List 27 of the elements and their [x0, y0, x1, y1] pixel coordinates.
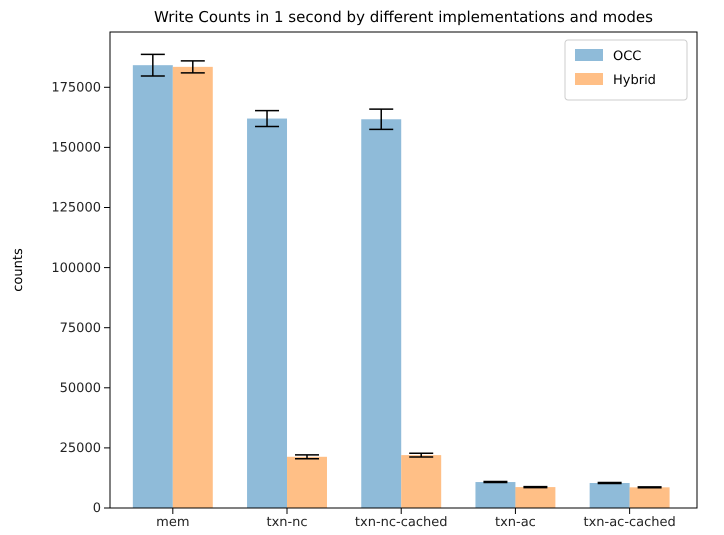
legend-label: OCC	[613, 49, 642, 64]
x-tick-label: txn-ac-cached	[583, 515, 676, 530]
y-tick-label: 150000	[51, 140, 101, 156]
bar	[401, 455, 442, 508]
bar	[247, 118, 288, 508]
y-tick-label: 0	[92, 501, 101, 516]
legend-label: Hybrid	[613, 73, 656, 88]
x-tick-label: txn-nc	[266, 515, 308, 530]
bar	[132, 65, 173, 508]
bar	[172, 66, 213, 508]
y-tick-label: 25000	[60, 441, 101, 456]
y-tick-label: 50000	[60, 380, 101, 396]
x-tick-label: txn-nc-cached	[354, 515, 448, 530]
bar	[515, 487, 556, 508]
y-tick-label: 125000	[51, 200, 101, 216]
y-tick-label: 75000	[60, 320, 101, 336]
x-tick-label: txn-ac	[494, 515, 536, 530]
y-tick-label: 175000	[51, 80, 101, 96]
bar	[287, 456, 327, 508]
y-axis-title: counts	[11, 248, 26, 292]
bar	[475, 482, 516, 508]
bar	[630, 487, 670, 508]
chart-title: Write Counts in 1 second by different implementations and modes	[154, 8, 654, 26]
bar	[361, 119, 402, 508]
x-tick-label: mem	[156, 515, 190, 530]
bar	[590, 483, 630, 508]
y-tick-label: 100000	[51, 260, 101, 276]
